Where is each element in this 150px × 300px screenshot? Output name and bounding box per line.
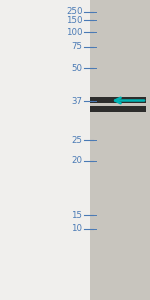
Text: 50: 50: [72, 64, 82, 73]
Text: 150: 150: [66, 16, 82, 25]
Text: 250: 250: [66, 8, 82, 16]
Text: 25: 25: [72, 136, 82, 145]
Text: 10: 10: [72, 224, 82, 233]
Bar: [90, 106, 146, 112]
Text: 100: 100: [66, 28, 82, 37]
Text: 75: 75: [72, 42, 82, 51]
Text: 20: 20: [72, 156, 82, 165]
Bar: [90, 97, 146, 103]
Text: 15: 15: [72, 211, 82, 220]
Text: 37: 37: [72, 97, 82, 106]
Bar: [90, 0, 150, 300]
